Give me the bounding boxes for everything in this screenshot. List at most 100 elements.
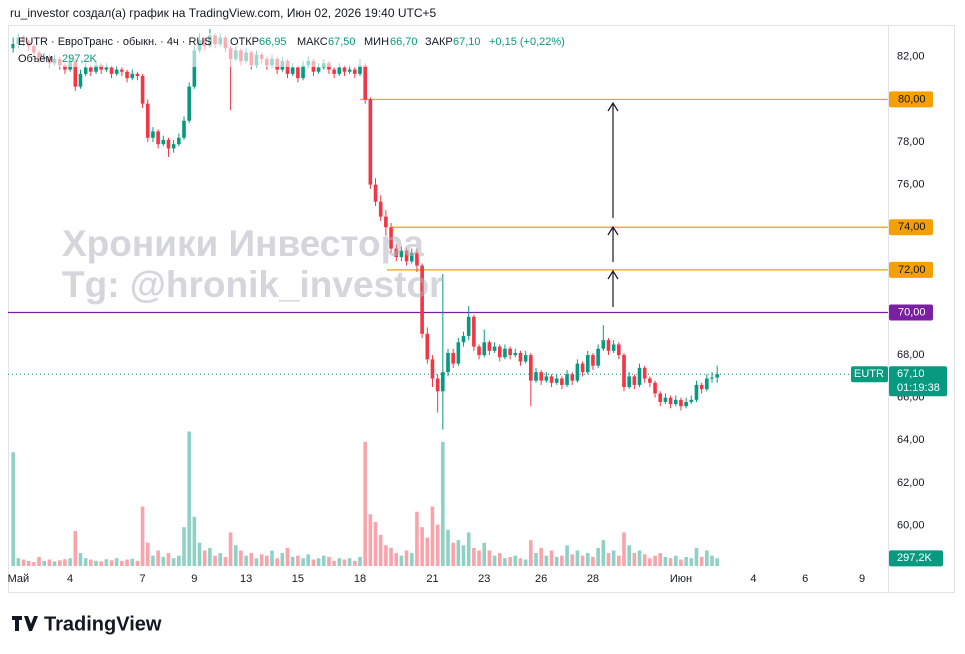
candle-body [575,363,580,381]
candle-body [120,69,124,72]
candle-body [140,76,145,104]
volume-bar [425,537,430,566]
volume-bar [523,559,528,566]
volume-bar [705,550,709,566]
volume-bar [580,555,585,566]
volume-bar [482,542,487,566]
legend-value: 66,95 [259,36,287,48]
volume-bar [363,441,367,566]
volume-bar [218,553,223,566]
volume-bar [710,555,714,566]
candle-body [596,348,600,366]
candle-body [446,352,450,373]
candle-body [529,355,533,381]
volume-bar [477,550,481,566]
volume-bar [73,531,78,566]
volume-bar [441,441,445,566]
volume-bar [508,556,512,566]
volume-bar [171,558,176,566]
watermark: Tg: @hronik_investor [62,264,443,305]
candle-body [601,340,606,349]
volume-bar [202,550,207,566]
candle-body [461,335,466,343]
volume-bar [109,560,114,566]
volume-bar [114,558,119,566]
volume-bar [337,558,342,566]
volume-bar [503,558,507,566]
candle-body [394,248,399,258]
volume-bar [492,555,497,566]
candle-body [653,382,657,394]
candle-body [539,372,543,381]
volume-bar [316,558,321,566]
volume-bar [451,542,455,566]
symbol-tag-label: EUTR [854,368,884,380]
candle-body [570,374,575,381]
volume-bar [249,553,254,566]
candle-body [679,399,683,407]
volume-bar [415,511,419,566]
volume-bar [487,550,492,566]
volume-bar [192,516,197,566]
volume-bar [11,452,15,566]
volume-bar [311,559,316,566]
x-tick-label: 4 [67,573,73,585]
volume-bar [239,550,243,566]
candle-body [497,346,502,358]
price-tag [889,366,947,397]
volume-bar [461,545,466,566]
volume-bar [539,547,543,566]
candle-body [560,378,564,385]
candle-body [580,363,585,373]
volume-bar [466,532,471,566]
x-tick-label: 6 [802,573,808,585]
volume-bar [57,560,62,566]
candle-body [622,355,626,388]
x-tick-label: 21 [426,573,438,585]
legend-change: +0,15 (+0,22%) [489,36,565,48]
volume-bar [37,556,41,566]
volume-bar [575,550,580,566]
volume-bar [430,506,435,566]
candle-body [151,131,155,138]
x-tick-label: 28 [587,573,599,585]
countdown: 01:19:38 [897,382,940,394]
candle-body [89,67,93,72]
volume-bar [68,558,72,566]
volume-bar [658,553,663,566]
candle-body [368,99,373,185]
footer-logo: TradingView [12,613,162,635]
volume-bar [233,545,238,566]
legend-field: МИН [364,36,389,48]
volume-bar [668,558,673,566]
candle-body [171,144,176,149]
candle-body [94,65,98,72]
volume-bar [166,553,171,566]
candle-body [508,348,512,356]
volume-bar [254,558,259,566]
candle-body [425,333,430,360]
volume-bar [435,524,440,566]
volume-bar [420,527,424,566]
candle-body [63,65,67,70]
volume-bar [622,532,626,566]
volume-bar [368,514,373,566]
volume-bar [591,556,595,566]
candle-body [684,401,688,407]
y-tick-label: 60,00 [897,519,925,531]
volume-bar [715,558,719,566]
volume-bar [135,560,140,566]
volume-bar [554,556,559,566]
volume-bar [42,560,47,566]
volume-bar [228,532,233,566]
candle-body [549,376,554,383]
candle-body [177,137,181,145]
x-tick-label: Июн [670,573,692,585]
candle-body [373,184,378,202]
candle-body [363,65,367,100]
volume-bar [306,554,311,566]
candle-body [285,61,290,74]
candle-body [710,377,714,379]
volume-bar [565,545,569,566]
